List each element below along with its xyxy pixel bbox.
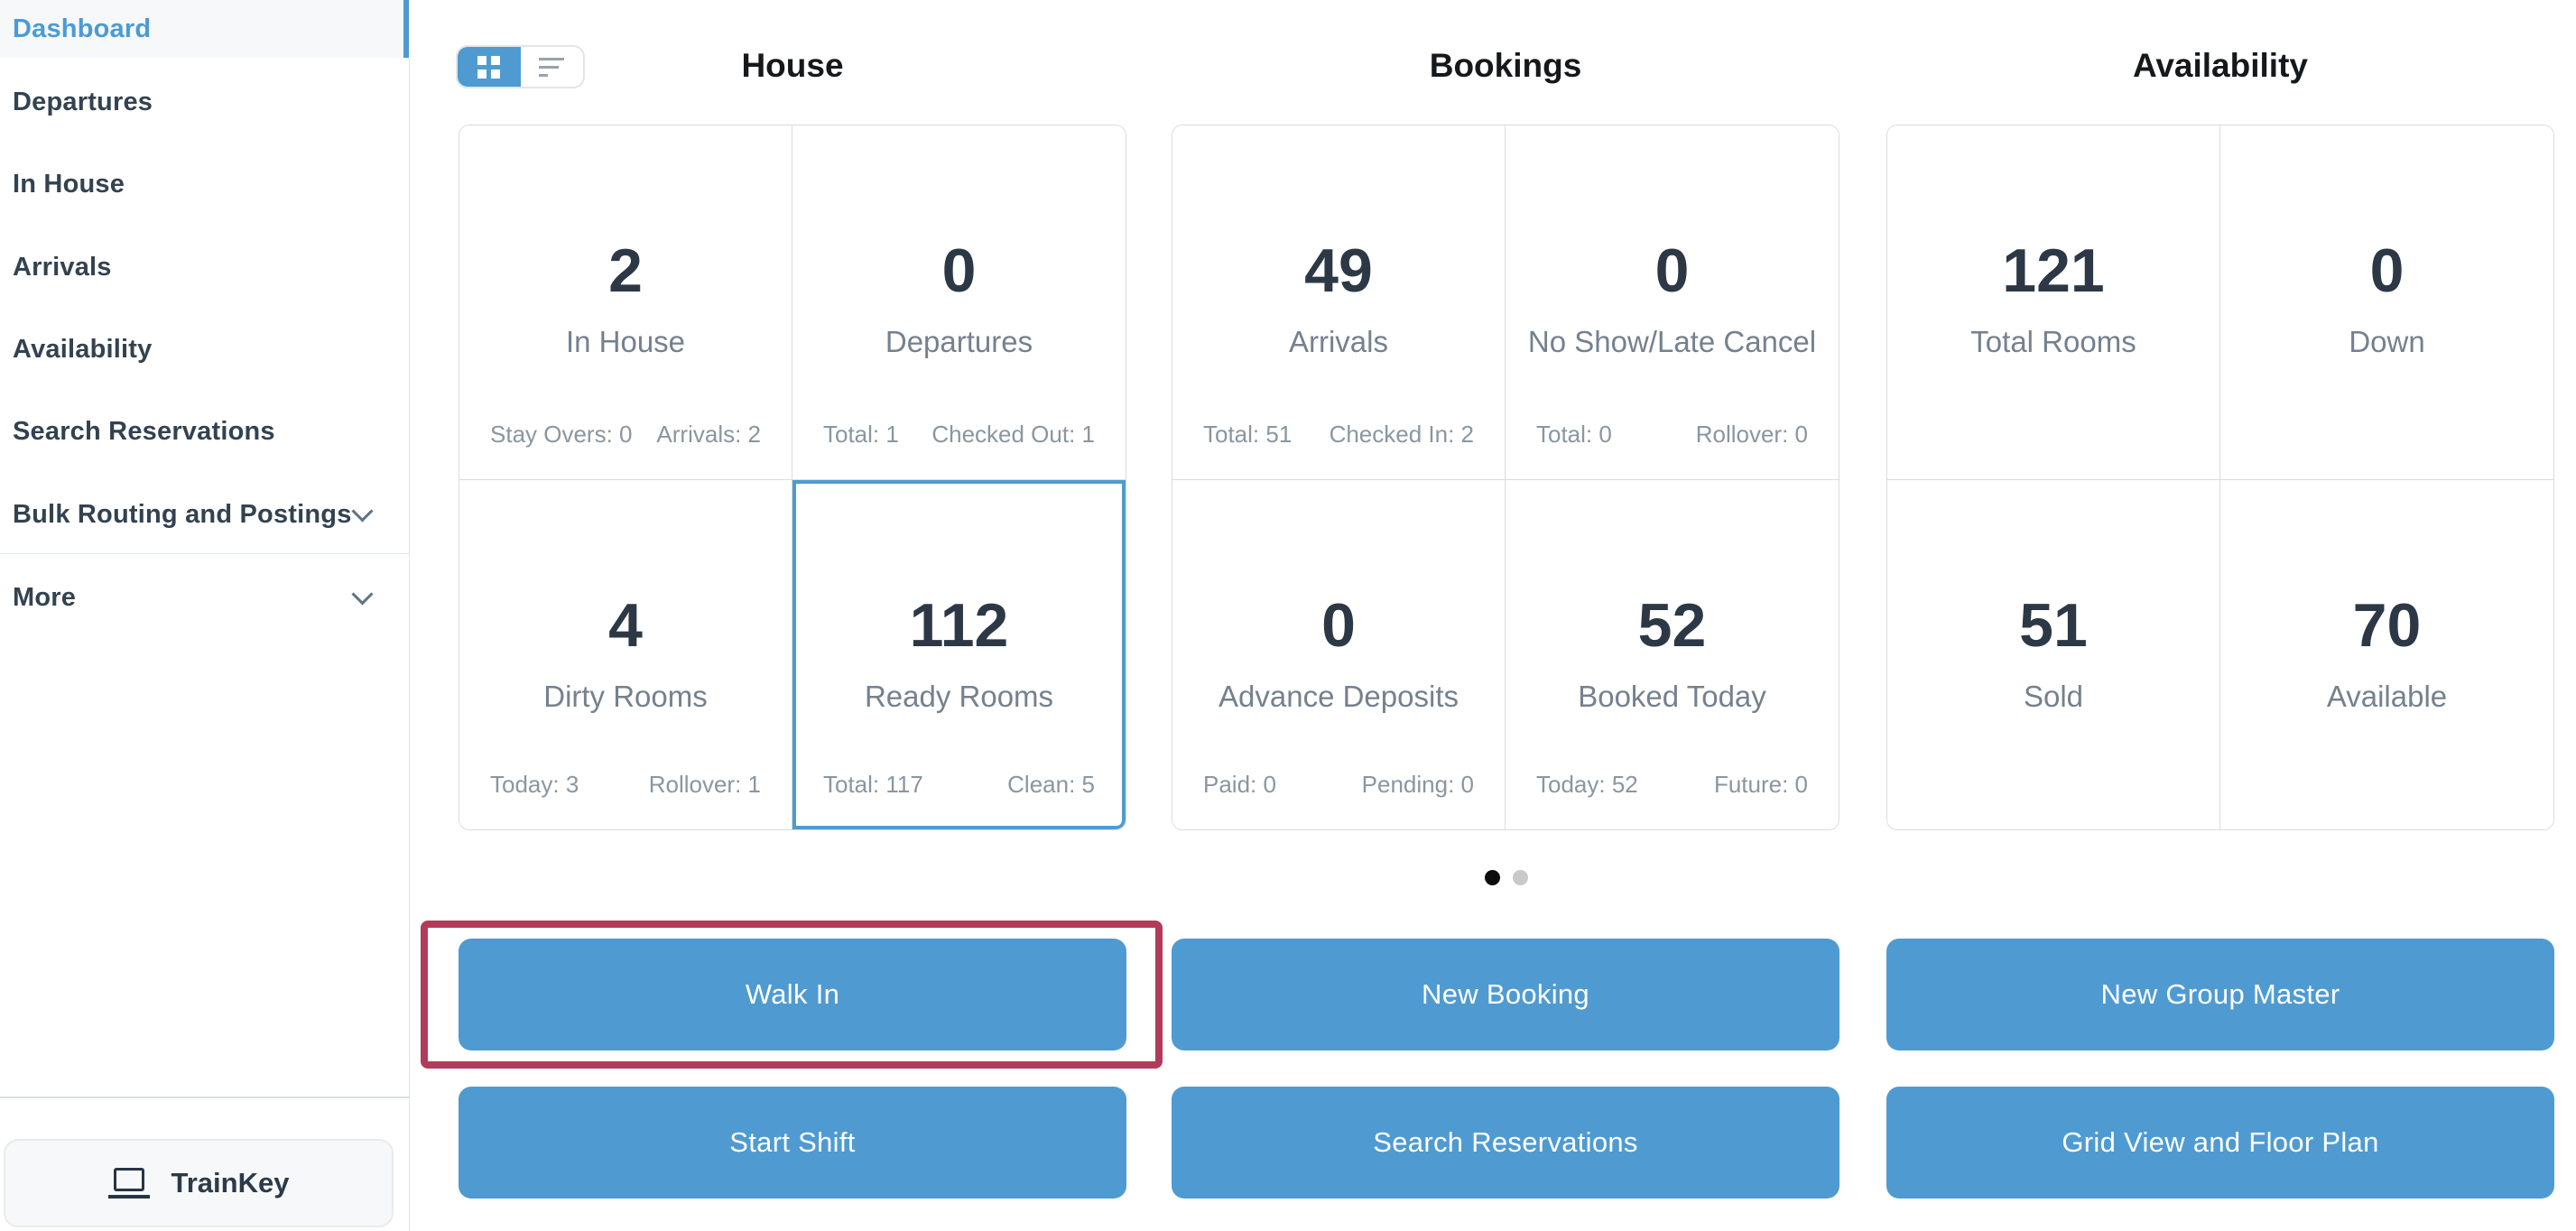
card-footer-left: Total: 0	[1536, 421, 1612, 448]
active-item-indicator	[403, 0, 409, 58]
carousel-dot-active[interactable]	[1485, 870, 1500, 885]
card-label: Total Rooms	[1970, 325, 2136, 358]
card-footer-left: Stay Overs: 0	[490, 421, 633, 448]
card-label: Departures	[885, 325, 1033, 358]
card-value: 112	[909, 591, 1009, 660]
card-sold[interactable]: 51 Sold	[1887, 480, 2220, 829]
card-value: 2	[608, 236, 643, 305]
card-label: No Show/Late Cancel	[1527, 325, 1817, 358]
sidebar-item-more[interactable]: More	[0, 576, 410, 619]
carousel-dot-inactive[interactable]	[1513, 870, 1528, 885]
new-booking-button[interactable]: New Booking	[1172, 939, 1839, 1051]
card-ready-rooms-selected[interactable]: 112 Ready Rooms Total: 117 Clean: 5	[792, 480, 1126, 829]
card-footer-right: Pending: 0	[1361, 771, 1474, 798]
card-value: 51	[2019, 591, 2088, 660]
card-value: 4	[608, 591, 643, 660]
section-title-house: House	[741, 47, 844, 84]
card-label: Dirty Rooms	[543, 680, 708, 713]
card-label: Sold	[2023, 680, 2084, 713]
card-label: In House	[565, 325, 686, 358]
chevron-down-icon	[351, 500, 374, 523]
bookings-card-group: 49 Arrivals Total: 51 Checked In: 2 0 No…	[1172, 125, 1839, 830]
sidebar-item-in-house[interactable]: In House	[0, 162, 410, 206]
card-value: 52	[1637, 591, 1707, 660]
sidebar-item-arrivals[interactable]: Arrivals	[0, 245, 410, 289]
walk-in-button[interactable]: Walk In	[459, 939, 1126, 1051]
list-icon	[539, 57, 565, 77]
sidebar-item-label: Departures	[13, 87, 153, 116]
card-down[interactable]: 0 Down	[2220, 125, 2553, 480]
sidebar-item-label: Arrivals	[13, 252, 112, 282]
card-departures[interactable]: 0 Departures Total: 1 Checked Out: 1	[792, 125, 1126, 480]
grid-icon	[477, 55, 501, 79]
house-card-group: 2 In House Stay Overs: 0 Arrivals: 2 0 D…	[459, 125, 1126, 830]
list-view-toggle-button[interactable]	[521, 47, 584, 87]
laptop-icon	[107, 1168, 150, 1199]
sidebar-item-departures[interactable]: Departures	[0, 80, 410, 124]
card-total-rooms[interactable]: 121 Total Rooms	[1887, 125, 2220, 480]
card-footer-right: Rollover: 0	[1695, 421, 1808, 448]
card-in-house[interactable]: 2 In House Stay Overs: 0 Arrivals: 2	[459, 125, 792, 480]
card-value: 70	[2352, 591, 2422, 660]
sidebar-item-label: In House	[13, 169, 125, 199]
card-value: 0	[1654, 236, 1690, 305]
sidebar-item-search-reservations[interactable]: Search Reservations	[0, 410, 410, 453]
sidebar-bottom-divider	[0, 1097, 410, 1098]
card-footer-right: Checked In: 2	[1329, 421, 1474, 448]
sidebar-divider	[0, 553, 410, 554]
card-available[interactable]: 70 Available	[2220, 480, 2553, 829]
card-value: 121	[2002, 236, 2105, 305]
card-booked-today[interactable]: 52 Booked Today Today: 52 Future: 0	[1506, 480, 1839, 829]
sidebar: Dashboard Departures In House Arrivals A…	[0, 0, 410, 1231]
section-title-availability: Availability	[2133, 47, 2308, 84]
card-label: Ready Rooms	[864, 680, 1054, 713]
chevron-down-icon	[351, 583, 374, 606]
grid-view-toggle-button[interactable]	[458, 47, 521, 87]
section-title-bookings: Bookings	[1429, 47, 1582, 84]
card-label: Advance Deposits	[1219, 680, 1459, 713]
trainkey-label: TrainKey	[171, 1167, 290, 1199]
card-advance-deposits[interactable]: 0 Advance Deposits Paid: 0 Pending: 0	[1172, 480, 1506, 829]
card-label: Booked Today	[1578, 680, 1766, 713]
card-footer-left: Today: 3	[490, 771, 579, 798]
view-toggle	[456, 45, 585, 88]
sidebar-item-label: Bulk Routing and Postings	[13, 499, 352, 529]
card-footer-right: Clean: 5	[1007, 771, 1095, 798]
card-label: Arrivals	[1288, 325, 1388, 358]
card-value: 0	[1321, 591, 1356, 660]
card-label: Down	[2349, 325, 2425, 358]
card-label: Available	[2326, 680, 2448, 713]
card-footer-left: Total: 51	[1203, 421, 1293, 448]
start-shift-button[interactable]: Start Shift	[459, 1087, 1126, 1199]
card-no-show-late-cancel[interactable]: 0 No Show/Late Cancel Total: 0 Rollover:…	[1506, 125, 1839, 480]
sidebar-item-dashboard[interactable]: Dashboard	[0, 0, 410, 58]
card-footer-right: Rollover: 1	[648, 771, 761, 798]
grid-view-floor-plan-button[interactable]: Grid View and Floor Plan	[1886, 1087, 2554, 1199]
sidebar-item-bulk-routing-and-postings[interactable]: Bulk Routing and Postings	[0, 493, 410, 536]
trainkey-button[interactable]: TrainKey	[4, 1139, 394, 1227]
sidebar-item-label: Search Reservations	[13, 416, 275, 446]
carousel-dots	[459, 870, 2554, 886]
new-group-master-button[interactable]: New Group Master	[1886, 939, 2554, 1051]
card-arrivals[interactable]: 49 Arrivals Total: 51 Checked In: 2	[1172, 125, 1506, 480]
card-footer-right: Arrivals: 2	[656, 421, 761, 448]
card-footer-left: Paid: 0	[1203, 771, 1276, 798]
card-value: 0	[941, 236, 977, 305]
card-footer-right: Checked Out: 1	[931, 421, 1095, 448]
search-reservations-button[interactable]: Search Reservations	[1172, 1087, 1839, 1199]
card-footer-right: Future: 0	[1713, 771, 1808, 798]
card-value: 0	[2369, 236, 2405, 305]
sidebar-item-label: Dashboard	[13, 14, 152, 43]
availability-card-group: 121 Total Rooms 0 Down 51 Sold 70 Availa…	[1886, 125, 2554, 830]
sidebar-item-label: Availability	[13, 334, 153, 364]
card-footer-left: Total: 1	[823, 421, 899, 448]
card-footer-left: Today: 52	[1536, 771, 1638, 798]
card-dirty-rooms[interactable]: 4 Dirty Rooms Today: 3 Rollover: 1	[459, 480, 792, 829]
card-value: 49	[1304, 236, 1373, 305]
card-footer-left: Total: 117	[823, 771, 923, 798]
sidebar-item-availability[interactable]: Availability	[0, 328, 410, 371]
sidebar-item-label: More	[13, 582, 77, 612]
